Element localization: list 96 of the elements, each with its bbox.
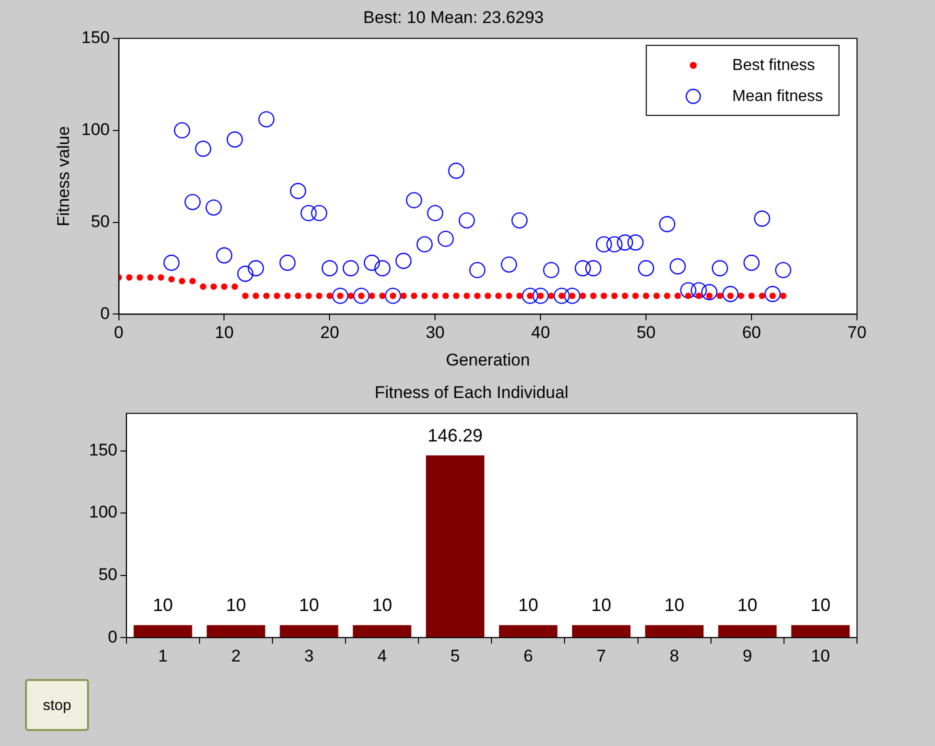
point	[279, 254, 296, 271]
point	[395, 252, 412, 269]
point	[775, 262, 792, 278]
data-label: 10	[152, 595, 173, 616]
point	[163, 254, 180, 271]
data-label: 146.29	[428, 425, 483, 446]
point	[216, 247, 232, 264]
point	[511, 212, 528, 229]
y-tick-label: 150	[88, 440, 118, 460]
point	[690, 282, 707, 298]
x-tick-label: 20	[320, 323, 340, 342]
point	[448, 162, 464, 179]
chart-title: Best: 10 Mean: 23.6293	[363, 8, 544, 27]
point	[322, 260, 338, 276]
legend-label: Best fitness	[732, 56, 815, 74]
point	[627, 234, 644, 251]
point	[596, 236, 612, 252]
point	[659, 216, 676, 232]
data-label: 10	[518, 595, 538, 616]
x-axis-title: Generation	[446, 350, 530, 370]
y-tick-label: 100	[81, 120, 110, 140]
point	[564, 288, 580, 304]
point	[416, 236, 433, 252]
stop-button: stop	[25, 679, 89, 731]
point	[237, 266, 254, 282]
point	[427, 204, 444, 222]
legend-label: Mean fitness	[732, 88, 824, 105]
point	[374, 260, 391, 276]
point	[458, 212, 475, 229]
x-tick-label: 2	[231, 646, 241, 666]
y-tick-label: 50	[90, 212, 110, 231]
point	[554, 288, 570, 304]
point	[574, 260, 591, 276]
point	[754, 210, 770, 227]
data-label: 10	[226, 595, 246, 616]
data-label: 10	[737, 595, 758, 616]
point	[438, 230, 454, 247]
point	[701, 284, 718, 300]
x-tick-label: 8	[670, 646, 680, 666]
point	[195, 140, 212, 157]
x-tick-label: 70	[848, 323, 866, 342]
x-tick-label: 4	[377, 646, 387, 666]
x-tick-label: 40	[531, 323, 550, 342]
point	[226, 131, 243, 148]
x-tick-label: 10	[214, 323, 234, 342]
x-tick-label: 60	[742, 323, 761, 342]
point	[406, 192, 422, 208]
point	[616, 234, 634, 251]
data-label: 10	[372, 595, 392, 616]
point	[500, 256, 518, 273]
point	[606, 236, 623, 252]
point	[532, 288, 549, 304]
data-label: 10	[810, 595, 830, 616]
x-tick-label: 7	[596, 646, 606, 666]
point	[585, 260, 602, 276]
chart-title: Fitness of Each Individual	[374, 382, 568, 402]
x-tick-label: 3	[304, 646, 314, 666]
point	[311, 204, 328, 222]
x-tick-label: 10	[811, 646, 830, 666]
y-axis-title: Fitness value	[54, 126, 73, 226]
point	[258, 111, 275, 128]
x-tick-label: 50	[636, 323, 656, 342]
y-tick-label: 150	[81, 28, 110, 48]
point	[300, 204, 317, 222]
y-tick-label: 100	[88, 502, 118, 522]
x-tick-label: 9	[742, 646, 752, 666]
point	[206, 199, 222, 216]
point	[743, 254, 760, 271]
point	[469, 262, 486, 278]
point	[764, 286, 781, 302]
point	[670, 258, 686, 274]
y-tick-label: 0	[108, 627, 118, 646]
point	[680, 282, 696, 298]
point	[522, 288, 538, 304]
point	[332, 288, 348, 304]
point	[712, 260, 728, 276]
data-label: 10	[664, 595, 684, 616]
point	[364, 254, 380, 271]
point	[184, 194, 201, 210]
x-tick-label: 1	[158, 646, 168, 666]
point	[174, 122, 190, 138]
y-tick-label: 50	[98, 565, 118, 584]
point	[384, 288, 402, 304]
point	[722, 286, 739, 302]
point	[638, 260, 654, 276]
y-tick-label: 0	[100, 304, 110, 323]
point	[353, 288, 370, 304]
point	[342, 260, 359, 276]
point	[290, 182, 306, 200]
data-label: 10	[591, 595, 612, 616]
point	[248, 260, 264, 276]
x-tick-label: 6	[523, 646, 533, 666]
data-label: 10	[299, 595, 320, 616]
x-tick-label: 5	[450, 646, 460, 666]
x-tick-label: 30	[426, 323, 445, 342]
point	[543, 262, 560, 278]
